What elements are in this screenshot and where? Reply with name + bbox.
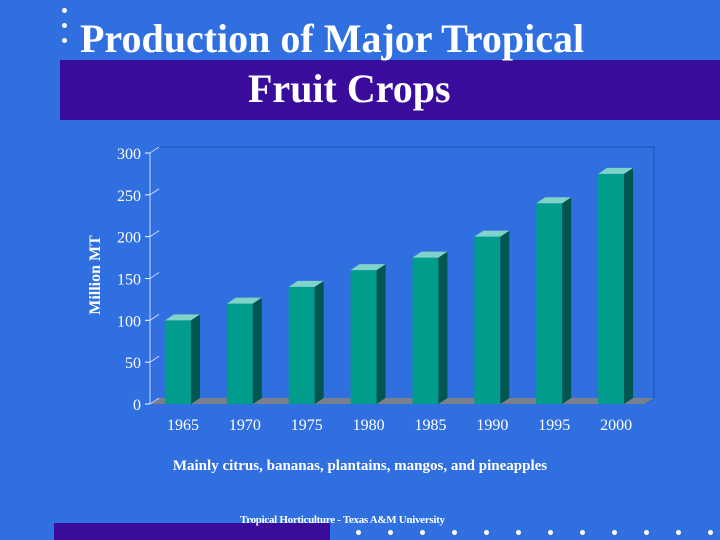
y-tick-label: 100 (117, 313, 141, 330)
bar-front (598, 173, 625, 404)
dot (388, 530, 393, 535)
dot (62, 8, 67, 13)
dot (516, 530, 521, 535)
bar-side (252, 297, 262, 404)
slide-title-line1: Production of Major Tropical (80, 16, 585, 61)
y-tick-diag (149, 146, 160, 154)
y-tick-label: 200 (117, 230, 141, 247)
bar-front (536, 203, 563, 404)
dot (356, 530, 361, 535)
plot-frame (149, 146, 655, 405)
bar-side (314, 280, 324, 404)
bar-side (190, 314, 200, 404)
bar-top (536, 197, 572, 204)
y-tick-label: 300 (117, 146, 141, 163)
dot (62, 23, 67, 28)
dot (62, 38, 67, 43)
bar-top (164, 314, 200, 321)
x-tick-label: 1990 (476, 417, 508, 434)
bar-top (288, 280, 324, 287)
x-tick-label: 1985 (414, 417, 446, 434)
x-tick-label: 1970 (229, 417, 261, 434)
y-axis-label: Million MT (87, 235, 104, 315)
y-tick-label: 250 (117, 188, 141, 205)
x-tick-label: 1995 (538, 417, 570, 434)
dot (484, 530, 489, 535)
dot (644, 530, 649, 535)
bar-front (412, 257, 439, 404)
bar-side (500, 230, 510, 404)
y-tick-diag (149, 397, 160, 405)
y-tick-diag (149, 230, 160, 238)
bar-top (226, 297, 262, 304)
dot (708, 530, 713, 535)
dot (548, 530, 553, 535)
bar-front (226, 303, 253, 404)
bar-front (350, 270, 377, 404)
slide-title-line2: Fruit Crops (248, 66, 451, 111)
y-tick-diag (149, 188, 160, 196)
bar-front (474, 236, 501, 404)
footer-text: Tropical Horticulture - Texas A&M Univer… (240, 514, 445, 526)
bar-side (438, 251, 448, 404)
dot (612, 530, 617, 535)
footer-band (54, 523, 330, 540)
x-tick-label: 1965 (167, 417, 199, 434)
bar-side (624, 167, 634, 404)
chart-caption: Mainly citrus, bananas, plantains, mango… (172, 458, 548, 474)
title-band (60, 60, 720, 120)
bar-top (412, 251, 448, 258)
x-tick-label: 2000 (600, 417, 632, 434)
bars (164, 167, 634, 404)
dot (676, 530, 681, 535)
y-tick-diag (149, 355, 160, 363)
y-tick-diag (149, 272, 160, 279)
bar-top (350, 264, 386, 271)
plot-floor (150, 398, 654, 404)
plot-back-wall (149, 146, 655, 405)
bar-side (376, 264, 386, 404)
y-tick-label: 150 (117, 272, 141, 289)
y-tick-diag (149, 313, 160, 321)
bar-top (598, 167, 634, 174)
dot (420, 530, 425, 535)
x-axis: 1965 1970 1975 1980 1985 1990 1995 2000 (167, 417, 632, 434)
bar-front (164, 320, 191, 404)
x-tick-label: 1980 (353, 417, 385, 434)
y-tick-label: 50 (125, 355, 141, 372)
y-tick-label: 0 (133, 397, 141, 414)
bar-side (562, 197, 572, 404)
slide-title: Production of Major Tropical Fruit Crops (80, 14, 660, 114)
y-axis: 0 50 100 150 200 250 300 (117, 146, 160, 414)
dot (580, 530, 585, 535)
bar-top (474, 230, 510, 237)
bar-front (288, 286, 315, 404)
dot (452, 530, 457, 535)
x-tick-label: 1975 (291, 417, 323, 434)
bullet-dots-left (62, 8, 67, 53)
